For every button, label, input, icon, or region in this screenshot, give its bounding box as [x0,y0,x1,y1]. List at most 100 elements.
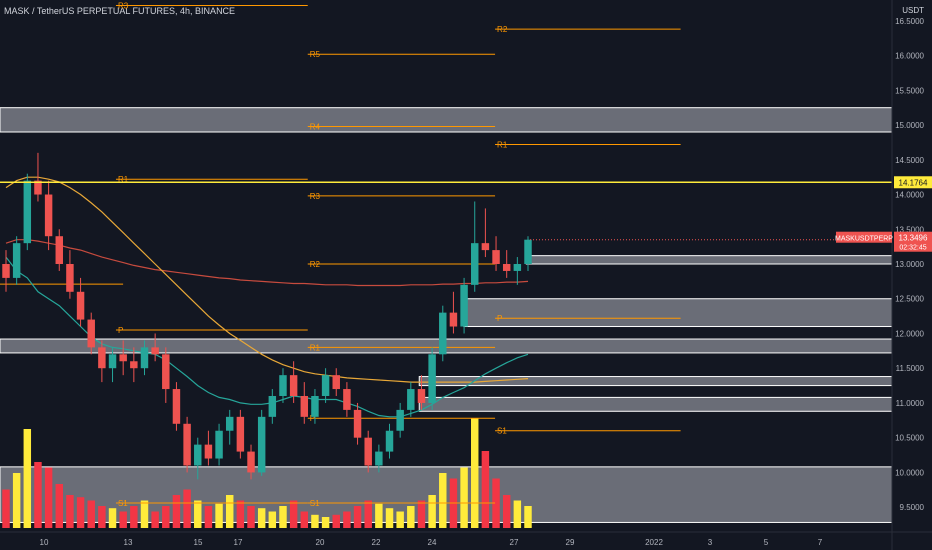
price-tag-bg [894,231,932,252]
x-tick-label: 15 [194,538,203,547]
candle-body [279,375,287,396]
candle-body [204,444,213,459]
pivot-label: R1 [310,343,321,352]
volume-bar [417,500,426,528]
pivot-label: P [118,326,123,335]
y-axis[interactable]: 16.5000 16.0000 15.5000 15.0000 14.5000 14.00… [891,0,925,550]
volume-bar [34,462,42,528]
candle-body [471,243,479,285]
y-tick-label: 15.5000 [895,86,924,95]
x-axis[interactable]: 10 13 15 17 20 22 24 27 29 2022 3 5 7 [0,531,932,547]
pivot-label: P [497,314,502,323]
volume-bar [353,506,362,528]
volume-bar [247,506,255,528]
volume-bar [215,503,223,528]
zone-box [418,396,893,412]
x-tick-label: 17 [234,538,243,547]
volume-bar [108,508,117,528]
zone-box [463,298,893,328]
price-tag: 13.3496 [899,234,928,243]
candle-body [332,375,340,390]
candle-body [215,430,223,459]
candle-body [23,180,32,244]
volume-bar [140,500,149,528]
volume-bar [524,506,532,528]
candle-body [311,396,319,417]
volume-bar [321,517,330,528]
volume-bar [119,511,127,528]
volume-bar [492,478,500,528]
x-tick-label: 10 [40,538,49,547]
volume-bar [225,495,234,528]
pivot-label: R1 [497,141,508,150]
volume-bar [289,500,298,528]
candle-body [375,451,383,466]
volume-bar [204,506,213,528]
currency-label: USDT [902,6,924,15]
pivot-label: P [310,414,315,423]
volume-bar [332,514,340,528]
volume-bar [502,495,511,528]
volume-bar [375,503,383,528]
y-tick-label: 10.5000 [895,434,924,443]
candle-body [130,361,138,369]
x-tick-label: 2022 [645,538,663,547]
candle-body [268,396,277,417]
ma-mid-line [5,176,529,383]
y-tick-label: 13.0000 [895,260,924,269]
ma-slow-line [5,239,529,287]
candle-body [492,250,500,264]
volume-bar [481,451,490,528]
volume-bar [44,467,53,528]
pivot-label: R1 [118,175,129,184]
volume-bar [183,489,191,528]
candle-body [300,396,309,417]
volume-bar [151,511,159,528]
pivot-label: R5 [310,50,321,59]
volume-bar [12,473,21,528]
volume-bar [428,495,436,528]
candle-body [98,347,106,369]
chart-title: MASK / TetherUS PERPETUAL FUTURES, 4h, B… [4,6,236,16]
x-tick-label: 22 [372,538,381,547]
candle-body [34,180,42,195]
candle-body [428,354,436,403]
candle-body [247,451,255,473]
y-tick-label: 13.5000 [895,225,924,234]
candle-body [151,347,159,355]
pivot-label: S1 [497,427,507,436]
x-tick-label: 3 [708,538,713,547]
candle-body [439,312,447,355]
candle-body [417,389,426,403]
countdown-tag: 02:32:45 [899,245,926,252]
volume-bar [385,508,394,528]
volume-bar [364,500,372,528]
volume-bar [513,500,522,528]
zone-box [525,255,893,265]
volume-bar [98,506,106,528]
candle-body [481,243,490,251]
zone-box [0,107,893,133]
volume-bar [407,506,415,528]
candle-body [119,354,127,362]
candle-body [12,243,21,278]
volume-bar [2,489,10,528]
candle-body [343,389,351,410]
candle-body [289,375,298,396]
candle-body [502,264,511,271]
candle-body [225,416,234,431]
candle-body [449,312,458,327]
x-tick-label: 24 [428,538,437,547]
y-tick-label: 12.5000 [895,295,924,304]
candle-body [162,354,170,390]
pivot-label: R4 [310,122,321,131]
symbol-tag-bg [836,231,892,243]
volume-bar [311,514,319,528]
price-marker-layer: MASKUSDTPERP 13.3496 02:32:45 [530,231,932,252]
y-tick-label: 10.0000 [895,468,924,477]
candle-body [108,354,117,369]
candle-body [396,409,404,431]
y-tick-label: 11.0000 [896,399,925,408]
x-tick-label: 5 [764,538,769,547]
